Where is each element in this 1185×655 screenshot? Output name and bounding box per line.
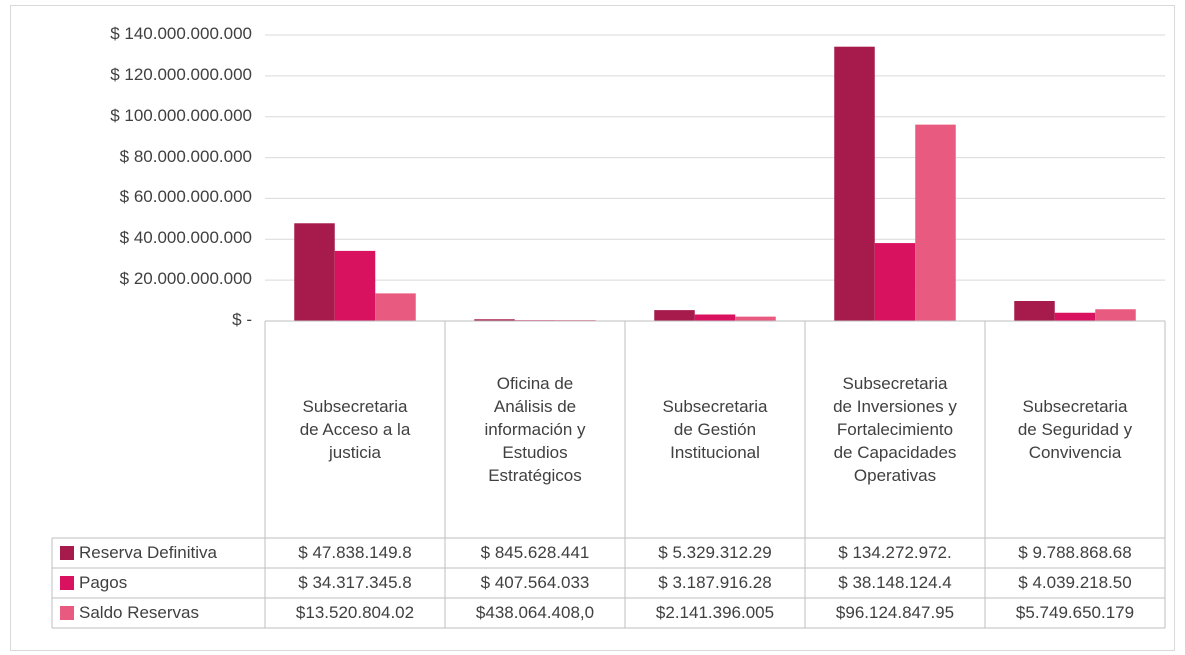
legend-label: Saldo Reservas bbox=[79, 603, 200, 622]
y-tick-label: $ 120.000.000.000 bbox=[110, 64, 252, 84]
x-tick-label: Oficina de Análisis de información y Est… bbox=[445, 321, 625, 538]
y-tick-label: $ 80.000.000.000 bbox=[119, 146, 252, 166]
bar bbox=[874, 243, 916, 321]
table-cell: $ 4.039.218.50 bbox=[1018, 573, 1132, 592]
y-tick-label: $ 60.000.000.000 bbox=[119, 187, 252, 207]
bar bbox=[654, 310, 695, 321]
table-cell: $ 845.628.441 bbox=[480, 543, 590, 562]
y-tick-label: $ - bbox=[232, 310, 252, 329]
bar bbox=[334, 250, 376, 321]
table-cell: $ 38.148.124.4 bbox=[838, 573, 952, 592]
bar bbox=[1095, 309, 1136, 321]
chart-border bbox=[10, 5, 1175, 651]
label-text: Subsecretaria de Gestión Institucional bbox=[662, 397, 768, 462]
legend-label: Reserva Definitiva bbox=[79, 543, 217, 562]
bar bbox=[834, 46, 875, 322]
table-cell: $ 5.329.312.29 bbox=[658, 543, 772, 562]
y-tick-label: $ 140.000.000.000 bbox=[110, 24, 252, 43]
x-tick-label: Subsecretaria de Acceso a la justicia bbox=[265, 321, 445, 538]
y-tick-label: $ 100.000.000.000 bbox=[110, 105, 252, 125]
y-tick-label: $ 20.000.000.000 bbox=[119, 269, 252, 289]
bar bbox=[294, 223, 335, 321]
table-cell: $438.064.408,0 bbox=[475, 603, 595, 622]
table-cell: $ 34.317.345.8 bbox=[298, 573, 412, 592]
label-text: Subsecretaria de Seguridad y Convivencia bbox=[1017, 397, 1133, 462]
table-cell: $5.749.650.179 bbox=[1015, 603, 1135, 622]
label-text: Oficina de Análisis de información y Est… bbox=[484, 374, 586, 485]
legend-swatch bbox=[60, 576, 74, 590]
bar bbox=[474, 319, 515, 321]
y-tick-label: $ 40.000.000.000 bbox=[119, 228, 252, 248]
bar bbox=[735, 316, 776, 321]
x-tick-label: Subsecretaria de Inversiones y Fortaleci… bbox=[805, 321, 985, 538]
table-cell: $2.141.396.005 bbox=[655, 603, 775, 622]
table-cell: $ 3.187.916.28 bbox=[658, 573, 772, 592]
x-tick-label: Subsecretaria de Seguridad y Convivencia bbox=[985, 321, 1165, 538]
table-cell: $ 9.788.868.68 bbox=[1018, 543, 1132, 562]
legend-label: Pagos bbox=[79, 573, 128, 592]
bar bbox=[1014, 301, 1055, 321]
bar bbox=[915, 124, 956, 321]
bar bbox=[1054, 312, 1096, 321]
label-text: Subsecretaria de Acceso a la justicia bbox=[299, 397, 411, 462]
table-cell: $ 134.272.972. bbox=[838, 543, 952, 562]
legend-swatch bbox=[60, 606, 74, 620]
bar bbox=[375, 293, 416, 321]
table-cell: $ 47.838.149.8 bbox=[298, 543, 412, 562]
legend-swatch bbox=[60, 546, 74, 560]
bar bbox=[694, 314, 736, 321]
table-cell: $96.124.847.95 bbox=[835, 603, 955, 622]
label-text: Subsecretaria de Inversiones y Fortaleci… bbox=[833, 374, 957, 485]
table-cell: $ 407.564.033 bbox=[480, 573, 590, 592]
table-cell: $13.520.804.02 bbox=[295, 603, 415, 622]
x-tick-label: Subsecretaria de Gestión Institucional bbox=[625, 321, 805, 538]
